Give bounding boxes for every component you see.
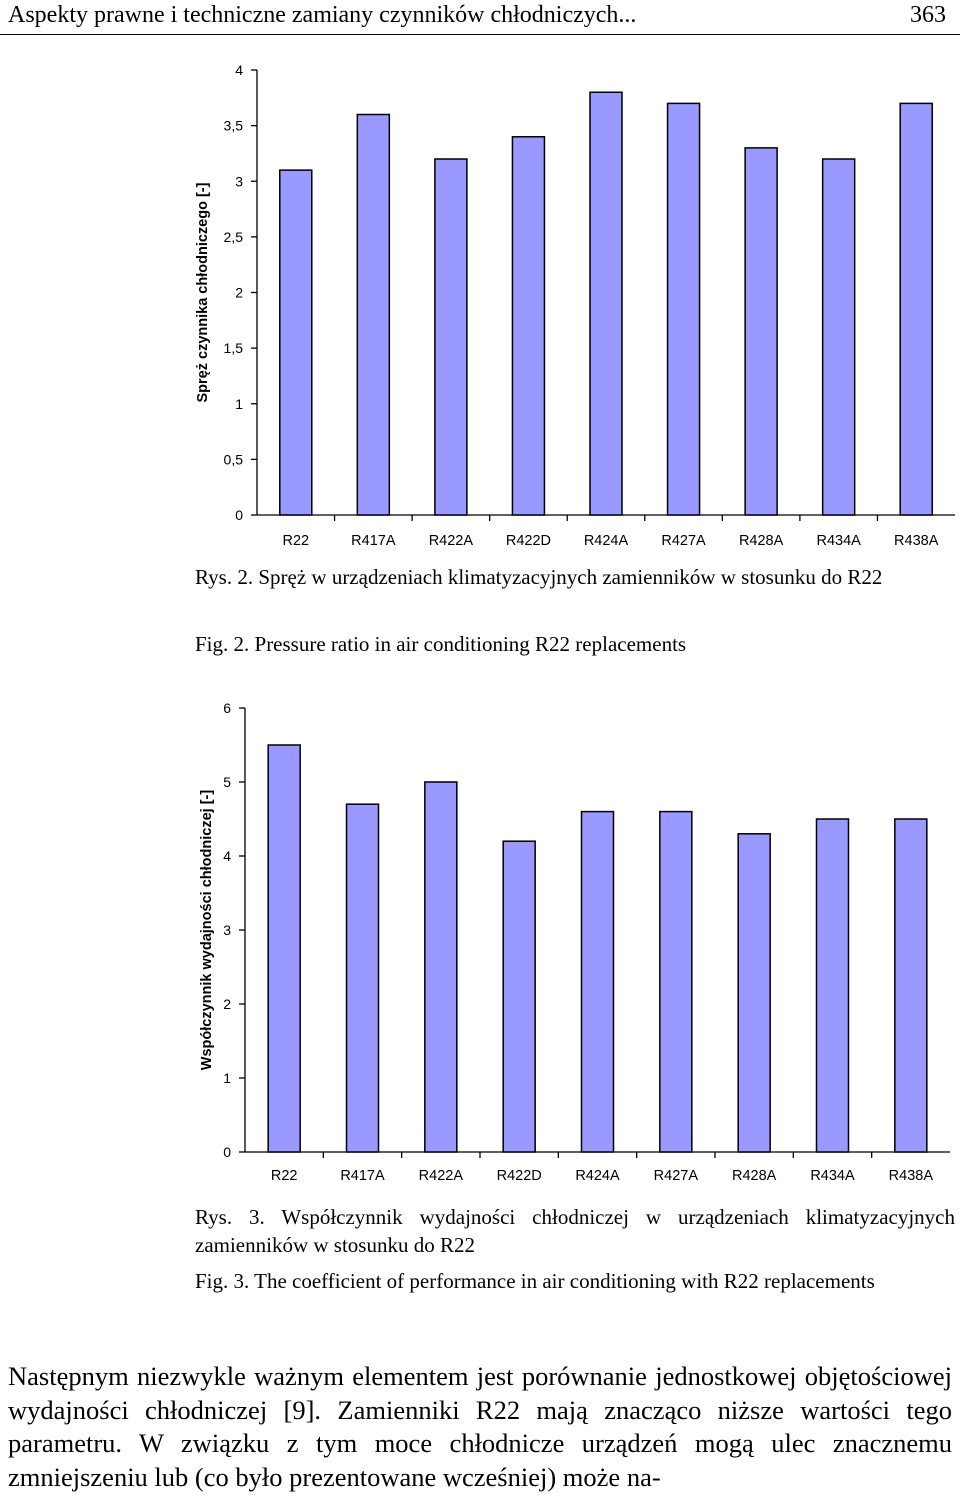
bar-r417a [345,803,380,1153]
running-title: Aspekty prawne i techniczne zamiany czyn… [8,2,637,28]
bar-r422a [424,781,458,1153]
y-tick-label: 2 [223,996,231,1012]
y-axis-title: Spręż czynnika chłodniczego [-] [195,182,211,402]
bar-r422d [511,136,546,516]
page-number: 363 [910,2,946,28]
x-tick-label: R438A [889,1168,934,1184]
y-tick-label: 4 [235,62,243,78]
x-tick-label: R417A [340,1168,385,1184]
x-tick-label: R422A [419,1168,464,1184]
x-tick-label: R434A [816,533,861,549]
figure-2-caption-en: Fig. 2. Pressure ratio in air conditioni… [195,632,687,656]
bar-r428a [737,833,771,1153]
bar-r428a [744,147,778,516]
cop-chart: 0 1 2 3 4 5 6 Współczynnik wydajności chłodnicz… [199,700,950,1184]
bar-r422d [502,840,536,1153]
x-tick-label: R428A [739,533,784,549]
y-tick-label: 3 [235,173,243,189]
x-tick-label: R422D [497,1168,542,1184]
x-tick-label: R417A [351,533,396,549]
bar-r434a [815,818,850,1153]
bar-r22 [279,169,313,516]
bar-r438a [899,102,933,516]
running-header: Aspekty prawne i techniczne zamiany czyn… [0,0,960,35]
y-tick-label: 1,5 [224,340,244,356]
x-tick-label: R424A [575,1168,620,1184]
bar-r427a [659,810,693,1153]
figure-3-caption-en: Fig. 3. The coefficient of performance i… [195,1269,875,1293]
y-tick-label: 2 [235,285,243,301]
bar-r424a [580,810,615,1153]
y-tick-label: 1 [235,396,243,412]
bar-r417a [356,113,391,516]
y-tick-label: 0,5 [224,451,244,467]
x-tick-label: R428A [732,1168,777,1184]
x-tick-label: R22 [271,1168,298,1184]
y-tick-label: 0 [223,1144,231,1160]
x-tick-label: R424A [584,533,629,549]
bar-r422a [434,158,468,516]
bar-r434a [821,158,856,516]
y-tick-label: 1 [223,1070,231,1086]
y-tick-label: 0 [235,507,243,523]
x-tick-label: R434A [810,1168,855,1184]
x-tick-label: R22 [282,533,309,549]
bar-r427a [666,102,701,516]
y-tick-label: 3,5 [224,118,244,134]
figure-3-caption-pl: Rys. 3. Współczynnik wydajności chłodnic… [195,1205,955,1257]
y-tick-label: 2,5 [224,229,244,245]
pressure-ratio-chart: 0 0,5 1 1,5 2 2,5 3 3,5 4 Spręż czynnika chłodnic… [195,62,955,549]
figure-2-caption-pl: Rys. 2. Spręż w urządzeniach klimatyzacy… [195,565,883,589]
x-tick-label: R422D [506,533,551,549]
body-paragraph: Następnym niezwykle ważnym elementem jes… [8,1361,952,1492]
bar-r438a [894,818,928,1153]
x-tick-label: R438A [894,533,939,549]
x-tick-label: R427A [661,533,706,549]
x-tick-label: R422A [429,533,474,549]
x-tick-label: R427A [654,1168,699,1184]
y-tick-label: 6 [223,700,231,716]
bar-r424a [589,91,623,516]
y-axis-title: Współczynnik wydajności chłodniczej [-] [199,790,215,1071]
y-tick-label: 3 [223,922,231,938]
y-tick-label: 5 [223,774,231,790]
y-tick-label: 4 [223,848,231,864]
bar-r22 [267,744,301,1153]
